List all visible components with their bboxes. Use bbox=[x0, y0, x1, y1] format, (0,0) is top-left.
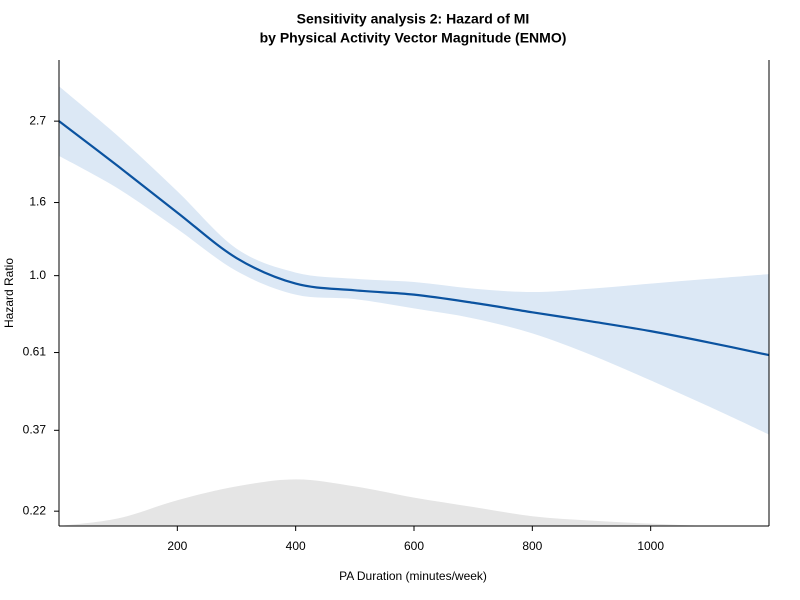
x-tick-label: 600 bbox=[404, 539, 424, 553]
y-tick-label: 0.37 bbox=[23, 422, 47, 436]
confidence-band bbox=[59, 86, 769, 435]
x-tick-label: 800 bbox=[522, 539, 542, 553]
x-tick-label: 1000 bbox=[637, 539, 664, 553]
x-tick-label: 200 bbox=[167, 539, 187, 553]
y-tick-label: 1.6 bbox=[29, 195, 46, 209]
x-tick-label: 400 bbox=[286, 539, 306, 553]
chart-title: Sensitivity analysis 2: Hazard of MI bbox=[297, 11, 530, 27]
y-tick-label: 1.0 bbox=[29, 268, 46, 282]
density-area bbox=[59, 479, 769, 527]
chart-subtitle: by Physical Activity Vector Magnitude (E… bbox=[260, 30, 567, 46]
y-tick-label: 0.61 bbox=[23, 345, 47, 359]
hazard-line bbox=[58, 120, 770, 357]
y-axis-label: Hazard Ratio bbox=[2, 258, 16, 328]
y-tick-label: 2.7 bbox=[29, 113, 46, 127]
x-axis-label: PA Duration (minutes/week) bbox=[339, 569, 487, 583]
y-tick-label: 0.22 bbox=[23, 503, 47, 517]
